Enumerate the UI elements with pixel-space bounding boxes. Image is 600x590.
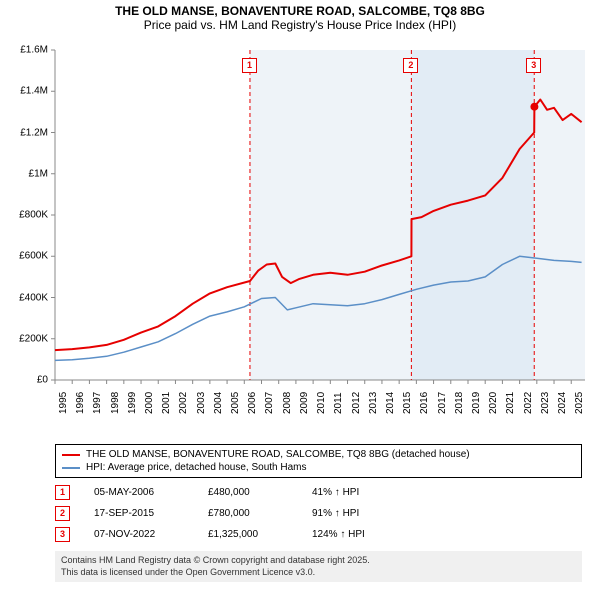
x-axis-tick-label: 2024 (557, 392, 568, 414)
footer-line-1: Contains HM Land Registry data © Crown c… (61, 555, 576, 567)
event-date: 17-SEP-2015 (94, 508, 184, 519)
footer-line-2: This data is licensed under the Open Gov… (61, 567, 576, 579)
x-axis-tick-label: 2008 (282, 392, 293, 414)
y-axis-tick-label: £400K (19, 292, 48, 303)
event-marker-box: 2 (55, 506, 70, 521)
x-axis-tick-label: 2014 (385, 392, 396, 414)
x-axis-tick-label: 2001 (161, 392, 172, 414)
x-axis-tick-label: 1998 (110, 392, 121, 414)
x-axis-tick-label: 2007 (264, 392, 275, 414)
price-chart: £0 £200K £400K £600K £800K £1M £1.2M £1.4M £1.6M… (0, 38, 600, 438)
x-axis-tick-label: 2009 (299, 392, 310, 414)
event-marker-box: 3 (55, 527, 70, 542)
x-axis-tick-label: 2006 (247, 392, 258, 414)
event-price: £780,000 (208, 508, 288, 519)
chart-subtitle: Price paid vs. HM Land Registry's House … (0, 18, 600, 38)
x-axis-tick-label: 2003 (196, 392, 207, 414)
event-marker-3: 3 (526, 58, 541, 73)
x-axis-tick-label: 1996 (75, 392, 86, 414)
legend-label: HPI: Average price, detached house, Sout… (86, 462, 307, 473)
chart-legend: THE OLD MANSE, BONAVENTURE ROAD, SALCOMB… (55, 444, 582, 478)
event-date: 07-NOV-2022 (94, 529, 184, 540)
x-axis-tick-label: 2010 (316, 392, 327, 414)
y-axis-tick-label: £200K (19, 333, 48, 344)
x-axis-tick-label: 2019 (471, 392, 482, 414)
x-axis-tick-label: 2021 (505, 392, 516, 414)
y-axis-tick-label: £1.6M (20, 45, 48, 56)
y-axis-tick-label: £1M (29, 168, 48, 179)
event-price: £1,325,000 (208, 529, 288, 540)
chart-title: THE OLD MANSE, BONAVENTURE ROAD, SALCOMB… (0, 0, 600, 18)
event-date: 05-MAY-2006 (94, 487, 184, 498)
event-marker-1: 1 (242, 58, 257, 73)
x-axis-tick-label: 2013 (368, 392, 379, 414)
x-axis-tick-label: 2015 (402, 392, 413, 414)
x-axis-tick-label: 1999 (127, 392, 138, 414)
x-axis-tick-label: 1997 (92, 392, 103, 414)
y-axis-tick-label: £800K (19, 210, 48, 221)
legend-swatch (62, 454, 80, 456)
legend-row: THE OLD MANSE, BONAVENTURE ROAD, SALCOMB… (62, 448, 575, 461)
attribution-footer: Contains HM Land Registry data © Crown c… (55, 551, 582, 582)
y-axis-tick-label: £1.2M (20, 127, 48, 138)
event-table: 1 05-MAY-2006 £480,000 41% ↑ HPI 2 17-SEP-201… (55, 482, 582, 545)
event-price: £480,000 (208, 487, 288, 498)
x-axis-tick-label: 2025 (574, 392, 585, 414)
x-axis-tick-label: 2017 (437, 392, 448, 414)
x-axis-tick-label: 2011 (333, 392, 344, 414)
y-axis-tick-label: £0 (37, 375, 48, 386)
event-pct: 41% ↑ HPI (312, 487, 359, 498)
event-row: 2 17-SEP-2015 £780,000 91% ↑ HPI (55, 503, 582, 524)
event-row: 3 07-NOV-2022 £1,325,000 124% ↑ HPI (55, 524, 582, 545)
x-axis-tick-label: 1995 (58, 392, 69, 414)
x-axis-tick-label: 2002 (178, 392, 189, 414)
event-marker-2: 2 (403, 58, 418, 73)
x-axis-tick-label: 2023 (540, 392, 551, 414)
legend-row: HPI: Average price, detached house, Sout… (62, 461, 575, 474)
legend-label: THE OLD MANSE, BONAVENTURE ROAD, SALCOMB… (86, 449, 470, 460)
x-axis-tick-label: 2018 (454, 392, 465, 414)
event-row: 1 05-MAY-2006 £480,000 41% ↑ HPI (55, 482, 582, 503)
event-pct: 91% ↑ HPI (312, 508, 359, 519)
event-marker-box: 1 (55, 485, 70, 500)
event-pct: 124% ↑ HPI (312, 529, 365, 540)
y-axis-tick-label: £600K (19, 251, 48, 262)
x-axis-tick-label: 2000 (144, 392, 155, 414)
y-axis-tick-label: £1.4M (20, 86, 48, 97)
x-axis-tick-label: 2012 (351, 392, 362, 414)
x-axis-tick-label: 2022 (523, 392, 534, 414)
x-axis-tick-label: 2004 (213, 392, 224, 414)
x-axis-tick-label: 2020 (488, 392, 499, 414)
x-axis-tick-label: 2005 (230, 392, 241, 414)
x-axis-tick-label: 2016 (419, 392, 430, 414)
legend-swatch (62, 467, 80, 469)
